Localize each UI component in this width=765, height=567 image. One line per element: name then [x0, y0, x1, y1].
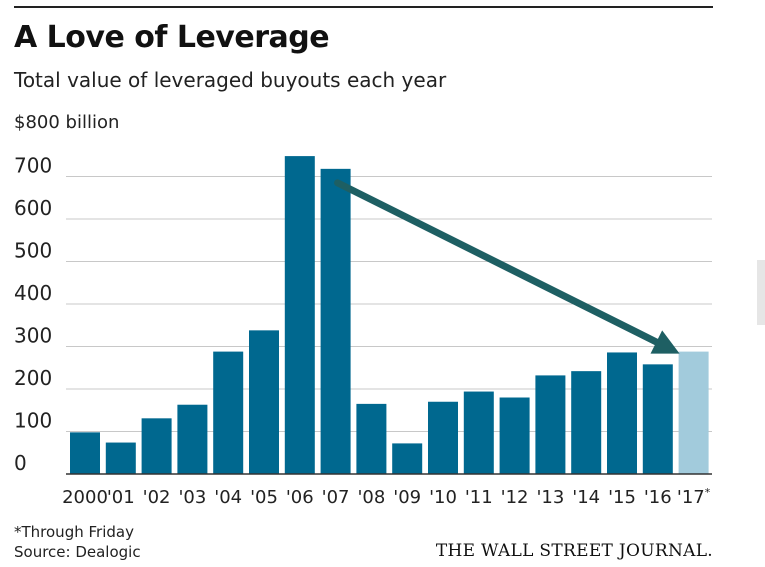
x-tick-label: '07: [322, 487, 350, 508]
x-tick-label: '02: [143, 487, 171, 508]
y-tick-label: 0: [14, 451, 27, 475]
publisher-logo: THE WALL STREET JOURNAL.: [435, 541, 713, 561]
x-tick-label: '05: [250, 487, 278, 508]
trend-arrow-shaft: [334, 179, 660, 346]
bar: [249, 330, 279, 474]
x-tick-label: '17*: [677, 486, 711, 508]
y-tick-label: 500: [14, 239, 52, 263]
x-tick-label: 2000: [62, 487, 108, 508]
bar: [284, 156, 315, 474]
bar: [678, 351, 709, 474]
x-tick-label: '03: [178, 487, 206, 508]
y-tick-label: 100: [14, 409, 52, 433]
bar: [463, 391, 494, 474]
bar: [356, 403, 387, 474]
footnote: *Through Friday: [14, 523, 134, 541]
x-tick-label: '08: [357, 487, 385, 508]
chart-title: A Love of Leverage: [14, 20, 330, 55]
bar: [607, 352, 637, 474]
bar: [105, 442, 136, 474]
x-tick-label: '12: [501, 487, 529, 508]
y-tick-label: 300: [14, 324, 52, 348]
x-tick-label: '15: [608, 487, 636, 508]
edge-artifact: [757, 260, 765, 325]
bar: [320, 168, 351, 474]
bar: [571, 371, 602, 474]
y-tick-label: 700: [14, 154, 52, 178]
bar: [141, 418, 172, 474]
bar: [392, 443, 423, 474]
x-tick-label: '11: [465, 487, 493, 508]
x-tick-label: '04: [214, 487, 242, 508]
bar: [213, 351, 244, 474]
bar: [177, 404, 208, 474]
bar: [428, 401, 458, 474]
x-tick-label: '09: [393, 487, 421, 508]
x-tick-label: '01: [107, 487, 135, 508]
y-tick-label: 600: [14, 196, 52, 220]
x-tick-label: '14: [572, 487, 600, 508]
trend-arrow-head: [650, 330, 680, 354]
x-tick-label: '16: [644, 487, 672, 508]
bar: [70, 432, 100, 474]
bar: [642, 364, 673, 474]
bar: [535, 375, 566, 474]
x-tick-label: '13: [536, 487, 564, 508]
bar: [499, 397, 530, 474]
top-rule: [14, 6, 713, 8]
source-note: Source: Dealogic: [14, 543, 141, 561]
y-tick-label: 400: [14, 281, 52, 305]
x-tick-label: '06: [286, 487, 314, 508]
y-unit-label: $800 billion: [14, 112, 119, 133]
x-tick-label: '10: [429, 487, 457, 508]
chart-subtitle: Total value of leveraged buyouts each ye…: [14, 68, 447, 92]
y-tick-label: 200: [14, 366, 52, 390]
